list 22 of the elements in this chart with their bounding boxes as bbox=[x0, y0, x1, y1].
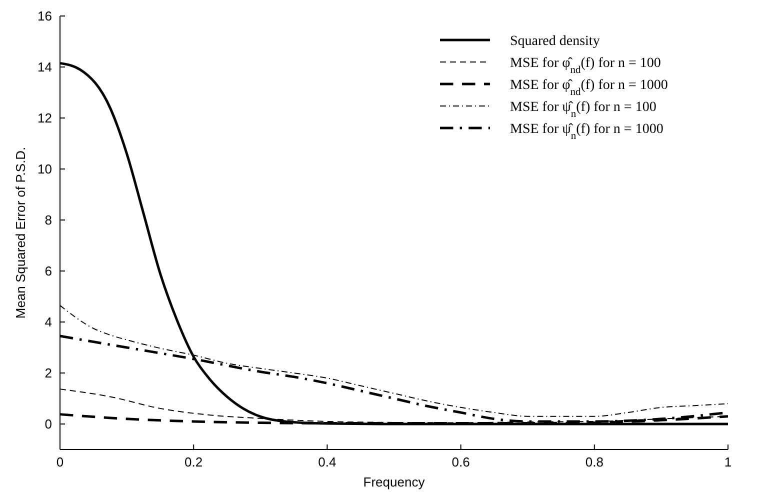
legend-label: Squared density bbox=[510, 34, 600, 49]
legend-label: MSE for φ̂$_{nd}$(f) for n = 100 bbox=[510, 56, 661, 76]
x-tick-label: 0.8 bbox=[585, 454, 604, 470]
legend-label: MSE for ψ̂$_{n}$(f) for n = 1000 bbox=[510, 122, 664, 142]
y-tick-label: 6 bbox=[44, 264, 52, 279]
legend-label: MSE for ψ̂$_{n}$(f) for n = 100 bbox=[510, 100, 656, 120]
y-tick-label: 0 bbox=[44, 416, 52, 432]
legend-label: MSE for φ̂$_{nd}$(f) for n = 1000 bbox=[510, 78, 668, 98]
x-tick-label: 1 bbox=[724, 454, 732, 470]
y-tick-label: 8 bbox=[44, 212, 52, 228]
x-tick-label: 0.4 bbox=[318, 454, 336, 470]
y-tick-label: 10 bbox=[38, 162, 52, 177]
x-tick-label: 0 bbox=[56, 454, 64, 470]
x-axis-title: Frequency bbox=[363, 474, 426, 490]
y-axis-title: Mean Squared Error of P.S.D. bbox=[13, 146, 28, 319]
y-tick-label: 16 bbox=[38, 8, 52, 24]
x-tick-label: 0.2 bbox=[184, 454, 203, 470]
y-tick-label: 14 bbox=[38, 60, 52, 75]
y-tick-label: 4 bbox=[44, 314, 52, 330]
x-tick-label: 0.6 bbox=[452, 454, 470, 470]
y-tick-label: 12 bbox=[38, 110, 52, 126]
y-tick-label: 2 bbox=[44, 366, 52, 381]
